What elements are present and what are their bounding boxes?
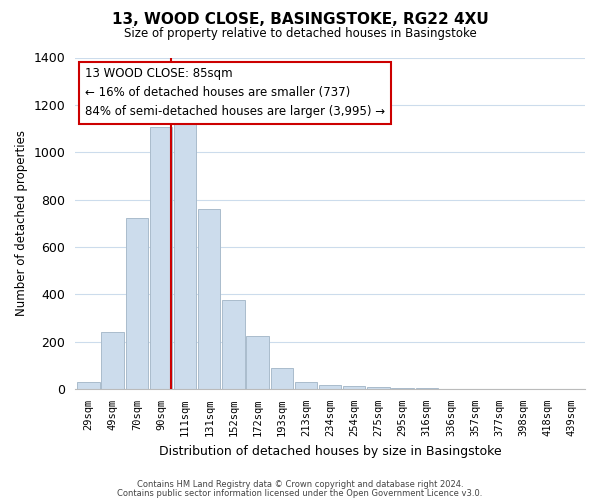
Bar xyxy=(247,336,269,389)
Text: Size of property relative to detached houses in Basingstoke: Size of property relative to detached ho… xyxy=(124,28,476,40)
Bar xyxy=(271,368,293,389)
Text: 13 WOOD CLOSE: 85sqm
← 16% of detached houses are smaller (737)
84% of semi-deta: 13 WOOD CLOSE: 85sqm ← 16% of detached h… xyxy=(85,68,385,118)
Text: 13, WOOD CLOSE, BASINGSTOKE, RG22 4XU: 13, WOOD CLOSE, BASINGSTOKE, RG22 4XU xyxy=(112,12,488,28)
Bar xyxy=(198,209,220,389)
Bar xyxy=(77,382,100,389)
Bar xyxy=(125,218,148,389)
Bar xyxy=(343,386,365,389)
Bar xyxy=(391,388,413,389)
Y-axis label: Number of detached properties: Number of detached properties xyxy=(15,130,28,316)
Bar xyxy=(101,332,124,389)
Bar xyxy=(367,386,389,389)
Bar xyxy=(174,124,196,389)
Bar xyxy=(295,382,317,389)
X-axis label: Distribution of detached houses by size in Basingstoke: Distribution of detached houses by size … xyxy=(159,444,502,458)
Bar xyxy=(150,128,172,389)
Bar xyxy=(223,300,245,389)
Bar xyxy=(319,384,341,389)
Text: Contains HM Land Registry data © Crown copyright and database right 2024.: Contains HM Land Registry data © Crown c… xyxy=(137,480,463,489)
Text: Contains public sector information licensed under the Open Government Licence v3: Contains public sector information licen… xyxy=(118,488,482,498)
